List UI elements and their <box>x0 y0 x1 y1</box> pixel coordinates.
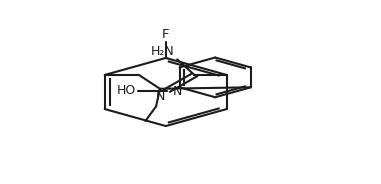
Text: HO: HO <box>117 84 136 97</box>
Text: N: N <box>173 85 182 98</box>
Text: F: F <box>162 28 170 41</box>
Text: N: N <box>155 90 165 103</box>
Text: H₂N: H₂N <box>150 45 174 58</box>
